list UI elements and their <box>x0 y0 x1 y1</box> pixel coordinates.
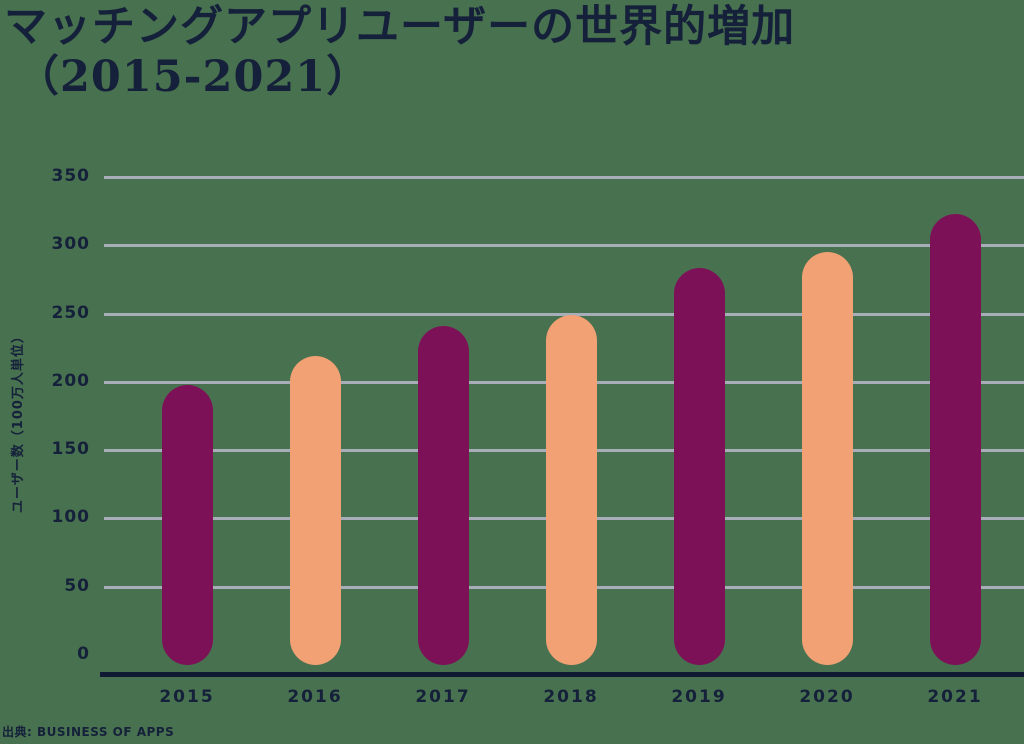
chart-title: マッチングアプリユーザーの世界的増加 （2015-2021） <box>4 2 964 102</box>
bar-2015 <box>161 384 213 665</box>
bar-2020 <box>801 252 853 665</box>
bar-2017 <box>417 325 469 665</box>
gridline-300 <box>104 244 1024 248</box>
source-note: 出典: BUSINESS OF APPS <box>2 725 175 739</box>
chart-title-line1: マッチングアプリユーザーの世界的増加 <box>4 2 796 52</box>
x-axis-label-2018: 2018 <box>543 687 599 707</box>
bar-2018 <box>545 314 597 665</box>
y-axis-tick-label-300: 300 <box>51 234 90 255</box>
x-axis-label-2016: 2016 <box>287 687 343 707</box>
gridline-350 <box>104 175 1024 179</box>
bar-2016 <box>289 355 341 665</box>
y-axis-tick-label-350: 350 <box>51 165 90 186</box>
gridline-250 <box>104 312 1024 316</box>
y-axis-tick-label-50: 50 <box>64 575 90 596</box>
y-axis-tick-label-150: 150 <box>51 439 90 460</box>
bar-2019 <box>673 268 725 665</box>
x-axis-label-2020: 2020 <box>799 687 855 707</box>
y-axis-tick-label-0: 0 <box>77 644 90 664</box>
x-axis-label-2015: 2015 <box>159 687 215 707</box>
x-axis-label-2021: 2021 <box>927 687 983 707</box>
x-axis-line <box>100 672 1024 677</box>
x-axis-label-2017: 2017 <box>415 687 471 707</box>
x-axis-label-2019: 2019 <box>671 687 727 707</box>
y-axis-tick-label-200: 200 <box>51 370 90 391</box>
chart-title-line2: （2015-2021） <box>16 52 371 102</box>
y-axis-tick-label-100: 100 <box>51 507 90 528</box>
y-axis-tick-label-250: 250 <box>51 302 90 323</box>
bar-2021 <box>929 213 981 665</box>
